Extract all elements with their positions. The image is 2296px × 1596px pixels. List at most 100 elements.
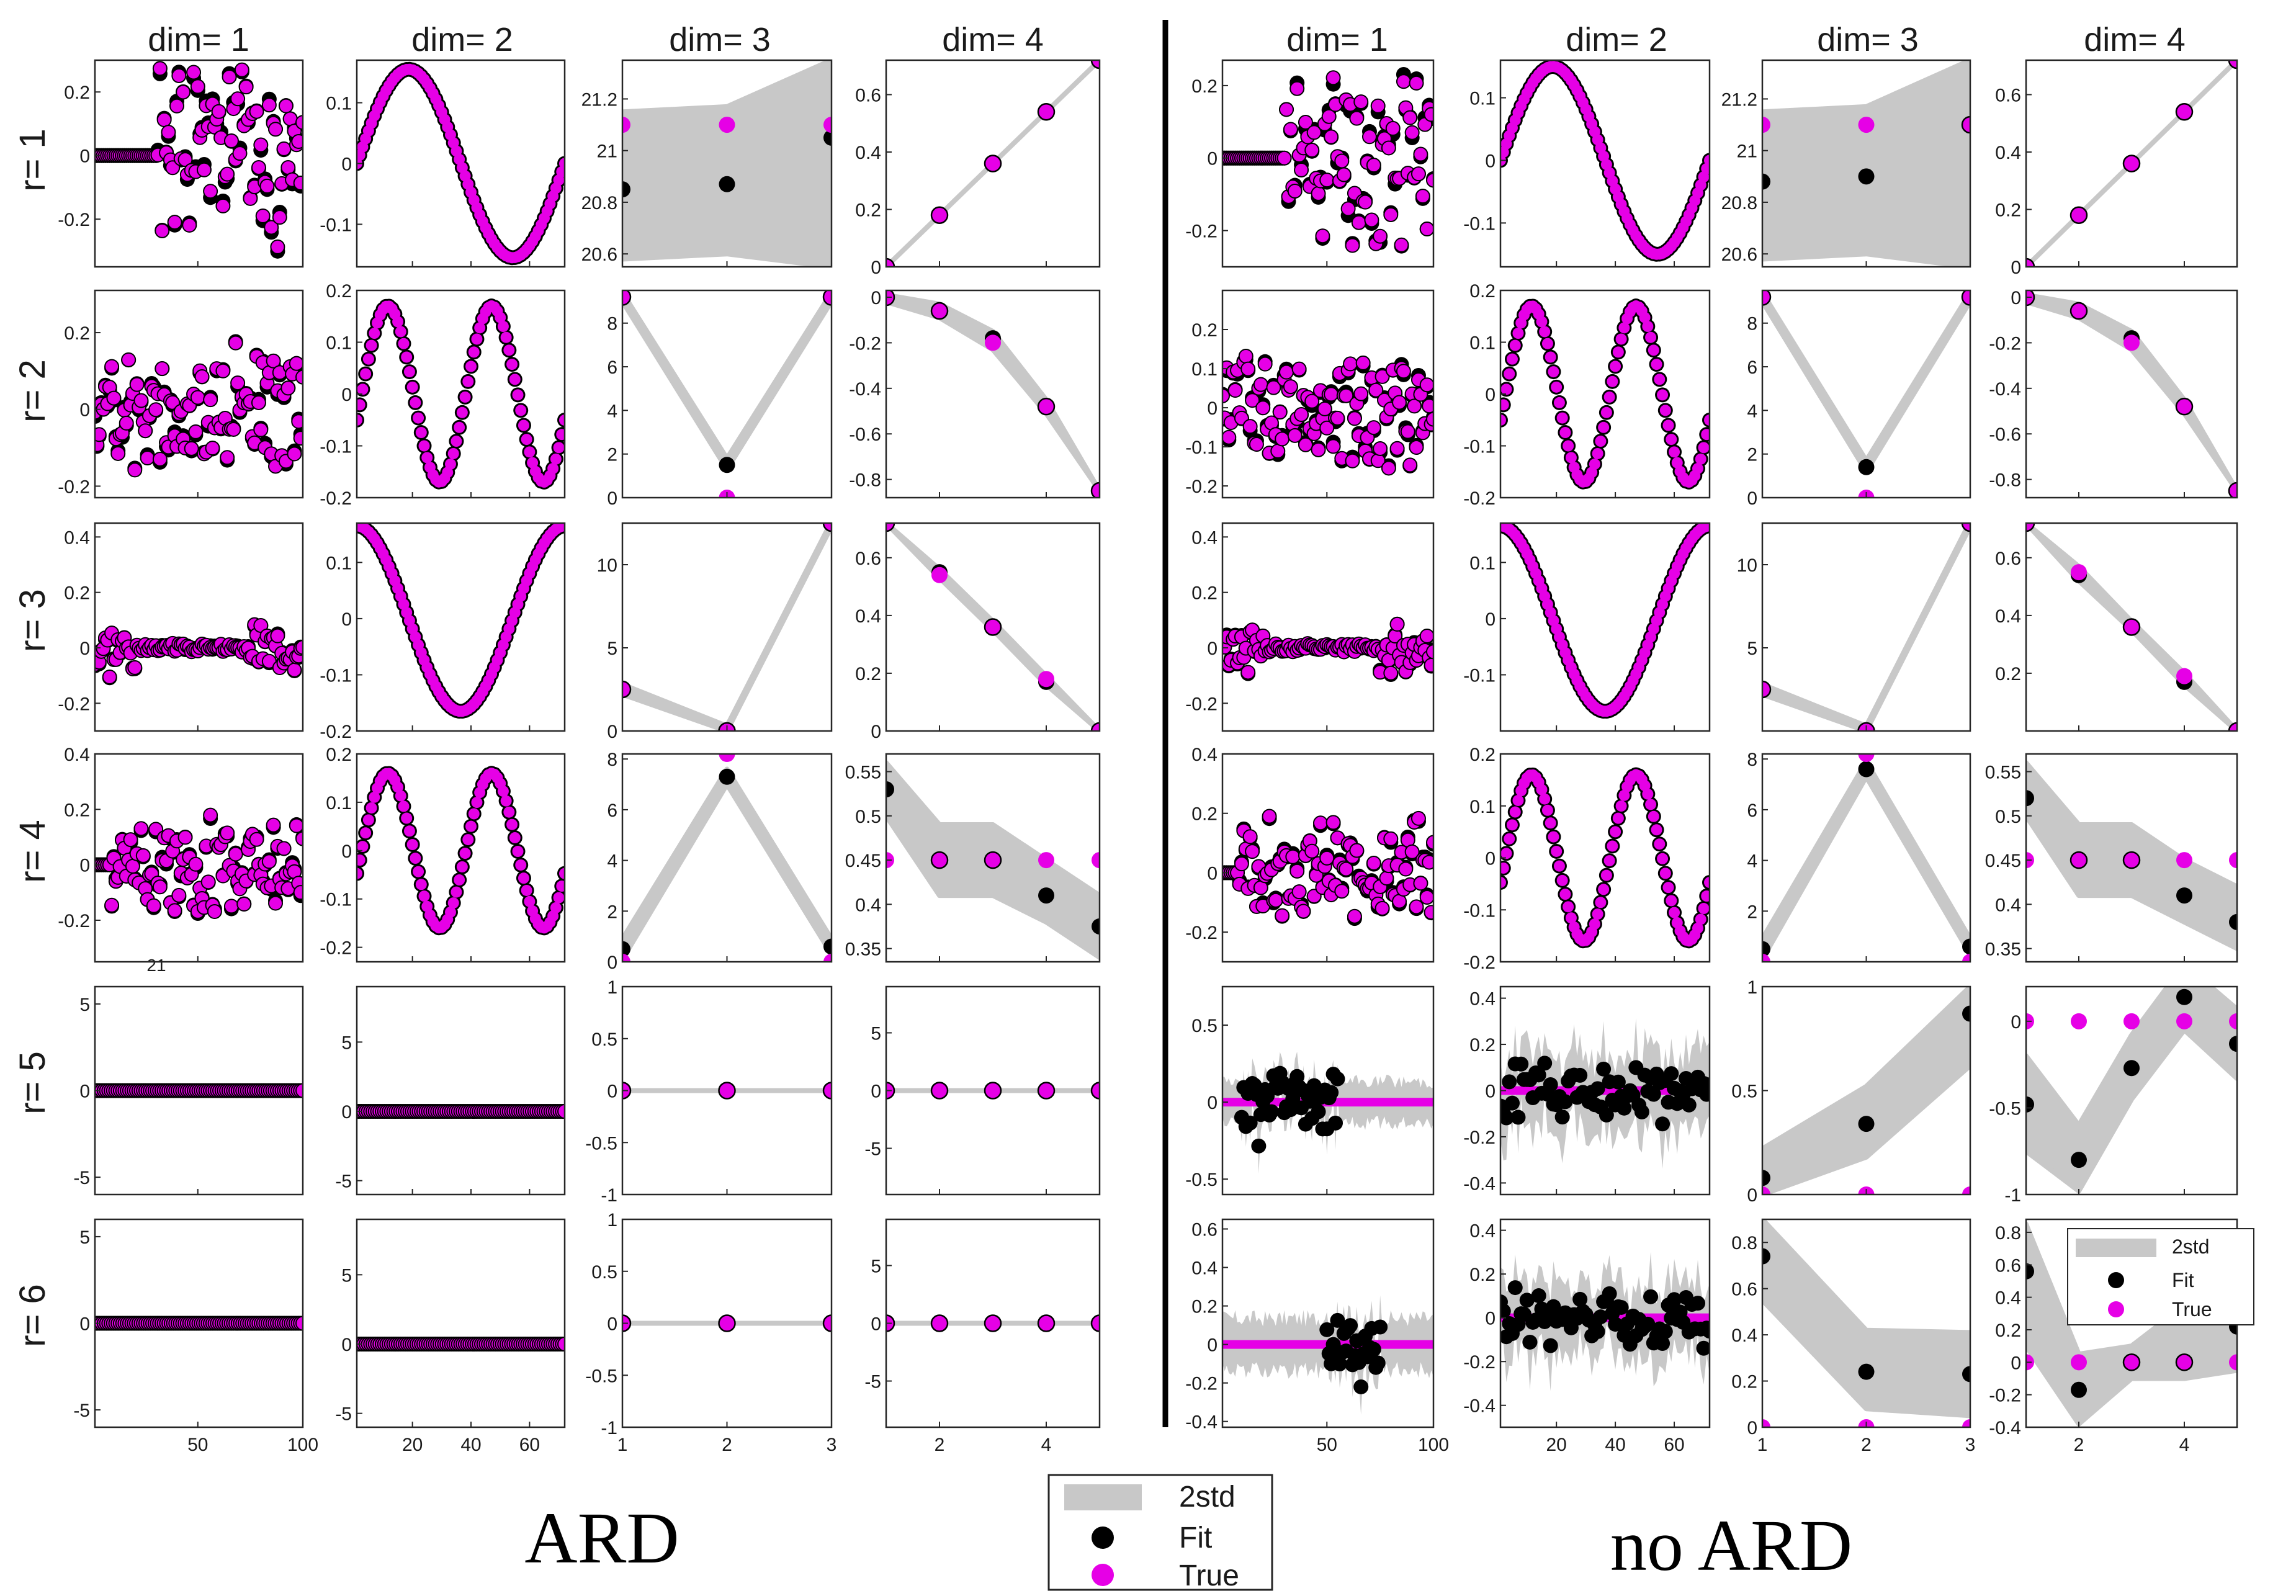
plot-ard-r1-d4: 0 0.2 0.4 0.6 (855, 59, 1101, 278)
xtick-label-noard-r6-d2-0: 20 (1546, 1435, 1566, 1455)
true-point-noard-r2-d1-1 (1222, 388, 1230, 403)
ytick-label-noard-r3-d1-2: 0.2 (1191, 583, 1218, 604)
true-point-ard-r2-d2-16 (395, 326, 406, 338)
ytick-label-ard-r4-d3-4: 8 (607, 750, 617, 770)
true-point-noard-r4-d2-25 (1565, 912, 1577, 924)
fit-point-noard-r5-d1-54 (1328, 1115, 1343, 1131)
fit-point-ard-r1-d3-1 (622, 181, 630, 198)
ytick-label-noard-r6-d3-2: 0.4 (1731, 1325, 1757, 1346)
true-point-noard-r4-d2-33 (1589, 918, 1600, 930)
ytick-label-ard-r2-d4-4: 0 (871, 288, 881, 308)
true-point-noard-r4-d1-76 (1374, 900, 1390, 916)
plot-area-ard-r1-d3 (622, 60, 832, 267)
true-point-noard-r1-d1-51 (1321, 109, 1337, 124)
true-point-ard-r4-d4-4 (1038, 852, 1054, 869)
fit-point-noard-r5-d4-5 (2229, 1036, 2237, 1052)
true-point-ard-r4-d1-97 (289, 818, 303, 833)
true-point-noard-r4-d2-6 (1509, 806, 1521, 818)
true-point-ard-r1-d4-5 (1090, 60, 1100, 69)
fit-point-noard-r5-d2-22 (1554, 1110, 1570, 1125)
true-point-noard-r1-d1-64 (1349, 110, 1365, 126)
axes-box-noard-r3-d4 (2025, 522, 2238, 732)
true-point-noard-r2-d2-70 (1698, 442, 1710, 454)
fit-point-noard-r6-d2-10 (1519, 1293, 1535, 1308)
plot-area-noard-r3-d2 (1500, 523, 1710, 719)
plot-ard-r6-d1: -5 0 5 50 100 (73, 1218, 318, 1455)
true-point-ard-r1-d2-71 (556, 166, 565, 177)
ytick-label-ard-r2-d4-1: -0.6 (849, 424, 881, 445)
true-point-noard-r4-d1-64 (1349, 843, 1365, 858)
plot-noard-r5-d2: -0.4 -0.2 0 0.2 0.4 (1463, 985, 1711, 1196)
row-header-5: r= 5 (12, 1051, 53, 1114)
true-point-ard-r4-d1-91 (276, 841, 292, 856)
ytick-label-ard-r1-d2-0: -0.1 (320, 215, 352, 235)
true-point-noard-r1-d1-33 (1283, 122, 1298, 137)
true-point-noard-r2-d2-61 (1671, 457, 1683, 468)
ytick-label-noard-r5-d3-1: 0.5 (1731, 1082, 1757, 1102)
fit-point-noard-r4-d4-4 (2176, 887, 2192, 904)
plot-area-ard-r5-d4 (886, 1082, 1100, 1100)
true-point-ard-r2-d2-38 (459, 391, 471, 403)
true-point-noard-r4-d2-40 (1610, 826, 1621, 838)
true-point-noard-r1-d1-60 (1340, 201, 1356, 217)
true-point-ard-r2-d4-5 (1090, 482, 1100, 498)
true-point-noard-r4-d1-94 (1413, 876, 1428, 891)
zero-point-ard-r6-d1 (295, 1316, 303, 1331)
true-point-ard-r1-d1-50 (190, 79, 205, 94)
true-point-noard-r4-d1-10 (1234, 856, 1249, 872)
ytick-label-ard-r6-d4-1: 0 (871, 1314, 881, 1335)
fit-point-noard-r5-d1-18 (1251, 1138, 1267, 1154)
legend-true-marker (1092, 1564, 1114, 1586)
xtick-label-noard-r6-d2-1: 40 (1605, 1435, 1625, 1455)
ytick-label-noard-r3-d1-1: 0 (1207, 639, 1218, 659)
true-point-noard-r4-d2-54 (1651, 824, 1662, 836)
ytick-label-ard-r1-d3-3: 21.2 (581, 89, 617, 110)
fit-point-noard-r5-d2-3 (1500, 1110, 1514, 1126)
ytick-label-ard-r3-d2-3: 0.1 (326, 553, 352, 573)
ytick-label-ard-r5-d3-2: 0 (607, 1082, 617, 1102)
axes-box-noard-r1-d2 (1499, 59, 1711, 268)
plot-area-ard-r3-d1 (95, 617, 303, 686)
true-point-noard-r2-d1-38 (1294, 407, 1309, 423)
true-point-noard-r2-d1-62 (1345, 453, 1360, 468)
row-header-4: r= 4 (12, 820, 53, 883)
true-point-noard-r1-d1-79 (1381, 140, 1396, 156)
fit-point-noard-r6-d3-2 (1858, 1363, 1875, 1380)
axes-box-ard-r1-d4 (885, 59, 1101, 268)
true-point-noard-r2-d3-3 (1961, 290, 1970, 306)
true-point-ard-r4-d2-21 (410, 853, 421, 864)
true-point-noard-r2-d2-5 (1506, 353, 1518, 365)
true-point-ard-r4-d2-60 (524, 895, 536, 907)
axes-box-ard-r4-d4 (885, 753, 1101, 963)
true-point-noard-r1-d1-31 (1279, 102, 1294, 117)
true-point-ard-r4-d1-99 (293, 885, 303, 900)
fit-point-noard-r5-d1-14 (1242, 1115, 1258, 1131)
true-point-ard-r6-d3-3 (822, 1314, 832, 1332)
true-point-ard-r2-d2-69 (550, 453, 562, 465)
true-point-ard-r2-d1-62 (215, 363, 231, 379)
fit-point-noard-r5-d1-52 (1324, 1085, 1339, 1100)
plot-area-noard-r1-d3 (1762, 60, 1970, 267)
true-point-ard-r6-d4-4 (1037, 1314, 1056, 1332)
fit-point-noard-r6-d2-11 (1522, 1334, 1538, 1350)
true-point-ard-r6-d4-3 (984, 1314, 1002, 1332)
ytick-label-noard-r4-d4-1: 0.4 (1995, 895, 2021, 915)
true-point-ard-r4-d2-18 (401, 812, 413, 824)
true-point-noard-r2-d2-40 (1610, 361, 1621, 372)
true-point-noard-r1-d1-72 (1366, 158, 1381, 173)
ytick-label-noard-r4-d3-3: 8 (1747, 750, 1757, 770)
true-point-ard-r3-d1-100 (295, 640, 303, 655)
true-point-ard-r2-d2-54 (506, 359, 518, 370)
true-point-ard-r2-d4-2 (930, 302, 949, 320)
ytick-label-ard-r3-d4-1: 0.2 (855, 664, 881, 684)
true-point-noard-r5-d4-3 (2123, 1013, 2140, 1029)
true-point-noard-r6-d4-5 (2229, 1354, 2237, 1371)
xtick-label-ard-r6-d4-0: 2 (935, 1435, 945, 1455)
row-header-6: r= 6 (12, 1284, 53, 1347)
fit-point-noard-r6-d4-1 (2026, 1263, 2034, 1280)
true-point-ard-r1-d1-36 (161, 125, 176, 140)
true-point-noard-r2-d2-54 (1651, 359, 1662, 370)
ytick-label-noard-r5-d2-2: 0 (1485, 1082, 1496, 1102)
plot-ard-r5-d3: -1 -0.5 0 0.5 1 (585, 977, 833, 1206)
plot-area-noard-r2-d4 (2026, 290, 2237, 498)
